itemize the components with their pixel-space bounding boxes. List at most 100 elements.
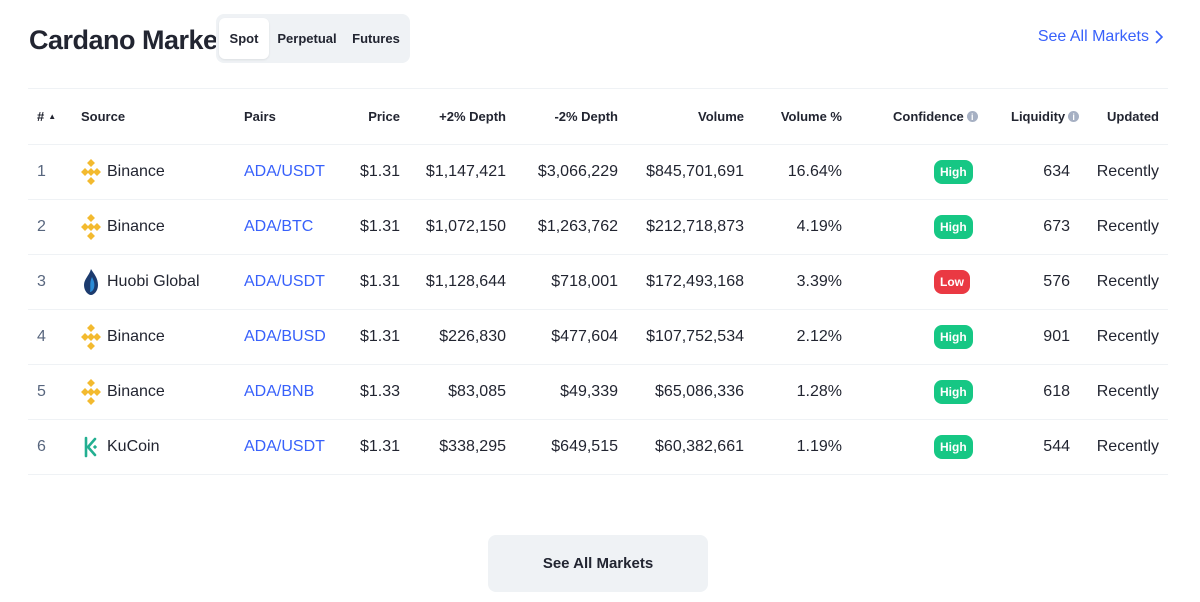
confidence-badge: High [934, 160, 973, 184]
row-price: $1.33 [359, 383, 400, 400]
row-confidence: High [934, 420, 973, 474]
row-volume-pct: 16.64% [787, 163, 842, 180]
see-all-markets-link[interactable]: See All Markets [1038, 28, 1163, 46]
row-rank: 4 [37, 328, 46, 345]
chevron-right-icon [1155, 30, 1163, 44]
row-volume-pct: 3.39% [796, 273, 842, 290]
table-row[interactable]: 1 Binance ADA/USDT $1.31 $1,147,421 $3,0… [28, 144, 1168, 199]
row-source[interactable]: Huobi Global [81, 255, 200, 309]
row-volume-pct: 2.12% [796, 328, 842, 345]
markets-table: # ▲ Source Pairs Price +2% Depth -2% Dep… [28, 88, 1168, 475]
row-updated: Recently [1096, 438, 1159, 455]
row-liquidity: 544 [1043, 438, 1070, 455]
row-depth-plus: $226,830 [439, 328, 506, 345]
see-all-markets-link-label: See All Markets [1037, 28, 1149, 45]
binance-icon [81, 323, 101, 351]
header-price[interactable]: Price [368, 109, 400, 124]
header-confidence[interactable]: Confidence i [893, 89, 978, 144]
see-all-markets-button[interactable]: See All Markets [488, 535, 708, 592]
row-liquidity: 576 [1043, 273, 1070, 290]
table-row[interactable]: 6 KuCoin ADA/USDT $1.31 $338,295 $649,51… [28, 419, 1168, 475]
header-volume[interactable]: Volume [698, 109, 744, 124]
row-volume-pct: 1.19% [796, 438, 842, 455]
row-depth-minus: $649,515 [551, 438, 618, 455]
header-updated[interactable]: Updated [1107, 109, 1159, 124]
row-pair-link[interactable]: ADA/USDT [244, 273, 325, 290]
header-liquidity[interactable]: Liquidity i [1011, 89, 1080, 144]
row-liquidity: 673 [1043, 218, 1070, 235]
row-updated: Recently [1096, 218, 1159, 235]
row-source[interactable]: KuCoin [81, 420, 159, 474]
row-price: $1.31 [359, 273, 400, 290]
row-depth-plus: $83,085 [448, 383, 506, 400]
tab-perpetual[interactable]: Perpetual [277, 31, 337, 46]
header-rank-label: # [37, 109, 45, 124]
row-source[interactable]: Binance [81, 365, 165, 419]
huobi-icon [81, 268, 101, 296]
row-volume: $845,701,691 [646, 163, 744, 180]
source-name: Binance [107, 163, 165, 180]
table-row[interactable]: 2 Binance ADA/BTC $1.31 $1,072,150 $1,26… [28, 199, 1168, 254]
binance-icon [81, 213, 101, 241]
row-volume-pct: 4.19% [796, 218, 842, 235]
row-rank: 3 [37, 273, 46, 290]
row-depth-minus: $49,339 [560, 383, 618, 400]
info-icon[interactable]: i [966, 111, 978, 122]
row-rank: 1 [37, 163, 46, 180]
row-depth-plus: $338,295 [439, 438, 506, 455]
row-depth-minus: $3,066,229 [537, 163, 618, 180]
row-volume: $107,752,534 [646, 328, 744, 345]
row-depth-minus: $1,263,762 [537, 218, 618, 235]
header-rank[interactable]: # ▲ [37, 89, 56, 144]
row-confidence: High [934, 200, 973, 254]
header-liquidity-label: Liquidity [1011, 109, 1066, 124]
row-volume: $60,382,661 [655, 438, 744, 455]
row-volume: $172,493,168 [646, 273, 744, 290]
row-pair-link[interactable]: ADA/BUSD [244, 328, 326, 345]
row-pair-link[interactable]: ADA/BNB [244, 383, 315, 400]
row-pair-link[interactable]: ADA/USDT [244, 438, 325, 455]
source-name: Huobi Global [107, 273, 200, 290]
confidence-badge: High [934, 325, 973, 349]
header-volume-pct[interactable]: Volume % [780, 109, 842, 124]
header-source[interactable]: Source [81, 109, 126, 124]
table-row[interactable]: 4 Binance ADA/BUSD $1.31 $226,830 $477,6… [28, 309, 1168, 364]
table-row[interactable]: 5 Binance ADA/BNB $1.33 $83,085 $49,339 … [28, 364, 1168, 419]
row-volume: $65,086,336 [655, 383, 744, 400]
source-name: KuCoin [107, 438, 160, 455]
header-confidence-label: Confidence [893, 109, 964, 124]
kucoin-icon [81, 433, 101, 461]
header-pairs[interactable]: Pairs [244, 109, 276, 124]
row-confidence: Low [934, 255, 970, 309]
row-depth-plus: $1,147,421 [425, 163, 506, 180]
row-volume-pct: 1.28% [796, 383, 842, 400]
binance-icon [81, 158, 101, 186]
info-icon[interactable]: i [1068, 111, 1080, 122]
row-rank: 2 [37, 218, 46, 235]
row-rank: 5 [37, 383, 46, 400]
table-header: # ▲ Source Pairs Price +2% Depth -2% Dep… [28, 88, 1168, 144]
row-source[interactable]: Binance [81, 145, 165, 199]
tab-futures[interactable]: Futures [352, 31, 400, 46]
row-updated: Recently [1096, 328, 1159, 345]
row-depth-plus: $1,128,644 [425, 273, 506, 290]
row-price: $1.31 [359, 163, 400, 180]
row-pair-link[interactable]: ADA/BTC [244, 218, 314, 235]
row-source[interactable]: Binance [81, 200, 165, 254]
row-liquidity: 618 [1043, 383, 1070, 400]
row-depth-minus: $718,001 [551, 273, 618, 290]
tab-spot[interactable]: Spot [219, 18, 269, 59]
header-depth-plus[interactable]: +2% Depth [439, 109, 506, 124]
row-source[interactable]: Binance [81, 310, 165, 364]
source-name: Binance [107, 218, 165, 235]
table-row[interactable]: 3 Huobi Global ADA/USDT $1.31 $1,128,644… [28, 254, 1168, 309]
row-depth-plus: $1,072,150 [425, 218, 506, 235]
row-price: $1.31 [359, 218, 400, 235]
row-liquidity: 901 [1043, 328, 1070, 345]
row-liquidity: 634 [1043, 163, 1070, 180]
binance-icon [81, 378, 101, 406]
sort-asc-icon: ▲ [48, 112, 57, 121]
row-volume: $212,718,873 [646, 218, 744, 235]
row-pair-link[interactable]: ADA/USDT [244, 163, 325, 180]
header-depth-minus[interactable]: -2% Depth [554, 109, 618, 124]
